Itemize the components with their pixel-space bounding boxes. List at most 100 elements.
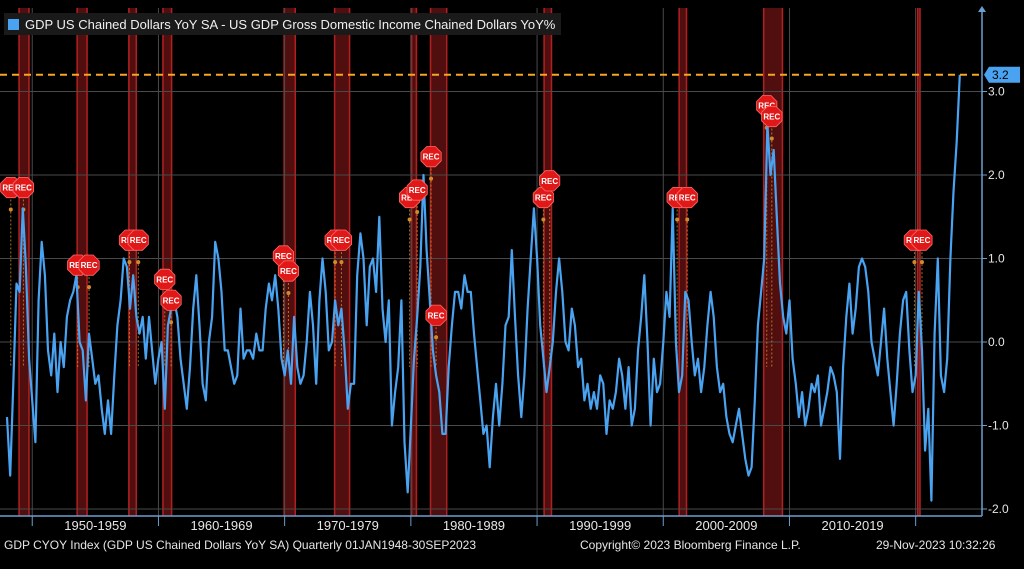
recession-marker-label: REC: [758, 102, 775, 111]
legend-swatch: [8, 18, 19, 30]
y-tick-label: 3.0: [988, 85, 1005, 99]
marker-dot: [169, 320, 174, 325]
axes: 3.0 2.0 1.0 0.0 -1.0 -2.0 3.2 1950-1959 1960-196…: [0, 6, 1020, 533]
marker-dot: [136, 260, 141, 265]
recession-marker-label: REC: [423, 153, 440, 162]
marker-dot: [333, 260, 338, 265]
recession-band: [162, 8, 173, 516]
x-tick-label: 1970-1979: [317, 518, 379, 533]
recession-marker-label: REC: [69, 261, 86, 270]
recession-band-edge: [781, 8, 784, 516]
marker-dot: [769, 136, 774, 141]
marker-dot: [87, 285, 92, 290]
recession-marker: [78, 254, 100, 276]
recession-marker-label: REC: [535, 194, 552, 203]
y-tick-label: 0.0: [988, 335, 1005, 349]
recession-marker-label: REC: [163, 296, 180, 305]
marker-dot: [415, 210, 420, 215]
recession-marker-label: REC: [15, 184, 32, 193]
chart-title: GDP US Chained Dollars YoY SA - US GDP G…: [25, 16, 556, 32]
marker-dot: [912, 260, 917, 265]
recession-band-edge: [170, 8, 173, 516]
recession-marker-label: REC: [541, 177, 558, 186]
recession-marker-label: REC: [280, 267, 297, 276]
recession-band: [916, 8, 921, 516]
recession-band: [543, 8, 553, 516]
recession-band-edge: [429, 8, 432, 516]
recession-marker: [160, 289, 182, 311]
x-tick-label: 2000-2009: [695, 518, 757, 533]
marker-dot: [434, 335, 439, 340]
recession-marker-label: REC: [409, 186, 426, 195]
marker-dot: [919, 260, 924, 265]
marker-dot: [286, 291, 291, 296]
marker-dot: [429, 176, 434, 181]
recession-marker-label: REC: [679, 194, 696, 203]
marker-dot: [541, 217, 546, 222]
recession-marker-label: REC: [156, 275, 173, 284]
marker-dot: [685, 217, 690, 222]
recession-marker-label: REC: [333, 236, 350, 245]
recession-band-edge: [348, 8, 351, 516]
recession-band-edge: [445, 8, 448, 516]
last-value-flag: [984, 66, 1020, 83]
timestamp: 29-Nov-2023 10:32:26: [876, 538, 996, 552]
y-tick-label: -1.0: [988, 419, 1009, 433]
recession-band-edge: [919, 8, 921, 516]
recession-marker: [539, 170, 561, 192]
marker-dot: [8, 207, 13, 212]
x-tick-label: 1990-1999: [569, 518, 631, 533]
copyright: Copyright© 2023 Bloomberg Finance L.P.: [580, 538, 801, 552]
recession-marker-label: REC: [2, 184, 19, 193]
series-line: [5, 74, 961, 502]
recession-marker: [154, 268, 176, 290]
recession-band-edge: [678, 8, 680, 516]
series: [5, 74, 961, 502]
recession-marker-label: REC: [275, 252, 292, 261]
recession-band: [762, 8, 784, 516]
marker-dot: [127, 260, 132, 265]
recession-band-edge: [550, 8, 553, 516]
recession-markers: RECRECRECRECRECRECRECRECRECRECRECRECRECR…: [0, 95, 933, 326]
recession-band-edge: [294, 8, 297, 516]
marker-dot: [675, 217, 680, 222]
recession-marker: [330, 229, 353, 251]
recession-marker: [127, 229, 149, 251]
y-tick-label: -2.0: [988, 502, 1009, 516]
y-axis-arrow: [978, 6, 986, 12]
legend: GDP US Chained Dollars YoY SA - US GDP G…: [4, 13, 562, 35]
last-value-label: 3.2: [992, 68, 1009, 82]
recession-marker: [277, 260, 300, 282]
recession-bands: [18, 8, 921, 516]
recession-marker: [425, 304, 447, 326]
recession-band-edge: [410, 8, 413, 516]
recession-band: [410, 8, 418, 516]
recession-band-edge: [162, 8, 164, 516]
recession-band-edge: [28, 8, 30, 516]
grid: [0, 8, 982, 516]
recession-marker-label: REC: [428, 311, 445, 320]
recession-band: [128, 8, 137, 516]
recession-marker: [676, 186, 698, 209]
recession-band: [429, 8, 448, 516]
recession-band: [678, 8, 688, 516]
recession-marker-label: REC: [401, 194, 418, 203]
x-tick-label: 2010-2019: [821, 518, 883, 533]
recession-marker: [911, 229, 933, 251]
recession-marker-label: REC: [81, 261, 98, 270]
x-tick-label: 1960-1969: [190, 518, 252, 533]
x-tick-label: 1980-1989: [443, 518, 505, 533]
recession-marker: [12, 176, 34, 199]
recession-marker-label: REC: [130, 236, 147, 245]
recession-band-edge: [135, 8, 137, 516]
recession-band-edge: [543, 8, 545, 516]
recession-marker: [761, 106, 783, 128]
marker-dot: [339, 260, 344, 265]
x-tick-label: 1950-1959: [64, 518, 126, 533]
recession-marker-label: REC: [914, 236, 931, 245]
recession-marker: [406, 179, 428, 201]
recession-guides: [8, 105, 924, 368]
recession-marker: [420, 146, 442, 168]
recession-band-edge: [685, 8, 688, 516]
